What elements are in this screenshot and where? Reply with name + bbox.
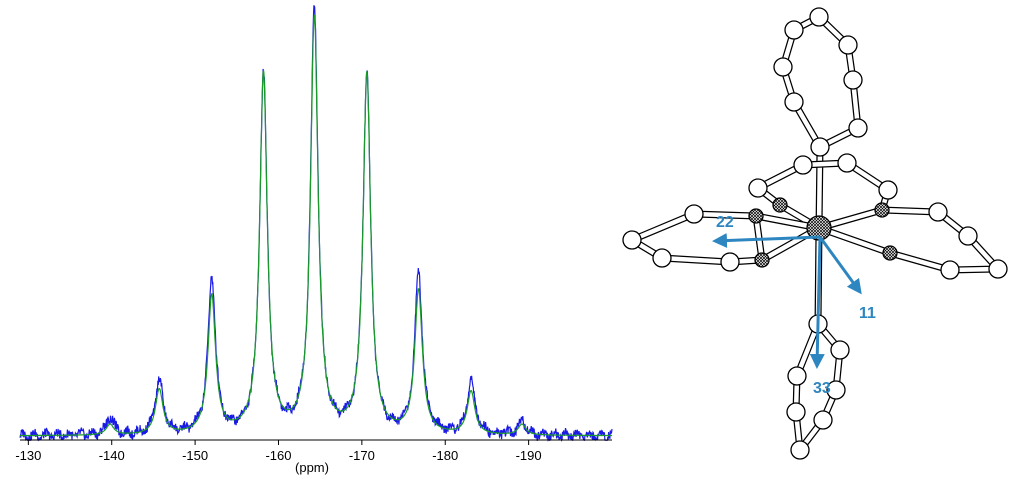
tensor-axis-33-arrow [809, 236, 825, 369]
atom [622, 230, 642, 250]
bond-fill [887, 250, 953, 273]
atom [809, 7, 829, 27]
molecular-structure-diagram: 22 11 33 [622, 7, 1008, 460]
x-tick-label: -180 [432, 448, 458, 463]
atom [848, 118, 868, 138]
atom [790, 440, 810, 460]
atom [882, 245, 898, 261]
bond-fill [659, 255, 733, 265]
spectrum-traces [19, 5, 613, 442]
atom [826, 380, 846, 400]
x-tick-label: -150 [182, 448, 208, 463]
atom [754, 252, 770, 268]
atom [837, 153, 857, 173]
atom [784, 20, 804, 40]
x-tick-label: -130 [15, 448, 41, 463]
molecule-atoms [622, 7, 1008, 460]
atom [988, 259, 1008, 279]
atom [684, 204, 704, 224]
tensor-axis-11-arrow [818, 236, 862, 295]
bond-fill [816, 144, 823, 231]
tensor-axis-22-arrow [712, 233, 821, 249]
x-tick-label: -160 [265, 448, 291, 463]
x-axis-title: (ppm) [295, 460, 329, 475]
nmr-spectrum-chart: -130 -140 -150 -160 -170 -180 -190 (ppm) [15, 5, 613, 475]
bond-fill [691, 211, 759, 219]
atom [958, 226, 978, 246]
tensor-label-11: 11 [859, 305, 876, 322]
atom [810, 137, 830, 157]
atom [786, 402, 806, 422]
atom [940, 260, 960, 280]
atom [748, 178, 768, 198]
tensor-label-33: 33 [813, 380, 831, 397]
atom [773, 57, 793, 77]
atom [652, 248, 672, 268]
atom [878, 180, 898, 200]
spectrum-trace-simulated [20, 14, 612, 437]
atom [874, 202, 890, 218]
atom [787, 366, 807, 386]
atom [928, 202, 948, 222]
x-tick-label: -190 [516, 448, 542, 463]
atom [772, 197, 788, 213]
tensor-axes: 22 11 33 [712, 214, 876, 397]
atom [838, 35, 858, 55]
x-axis-ticks: -130 -140 -150 -160 -170 -180 -190 [15, 440, 542, 463]
atom [843, 70, 863, 90]
bond-fill [629, 211, 697, 243]
x-tick-label: -140 [99, 448, 125, 463]
atom [793, 155, 813, 175]
atom [784, 92, 804, 112]
atom [813, 410, 833, 430]
x-tick-label: -170 [349, 448, 375, 463]
tensor-label-22: 22 [716, 214, 734, 231]
atom [830, 340, 850, 360]
atom [720, 252, 740, 272]
atom [748, 208, 764, 224]
